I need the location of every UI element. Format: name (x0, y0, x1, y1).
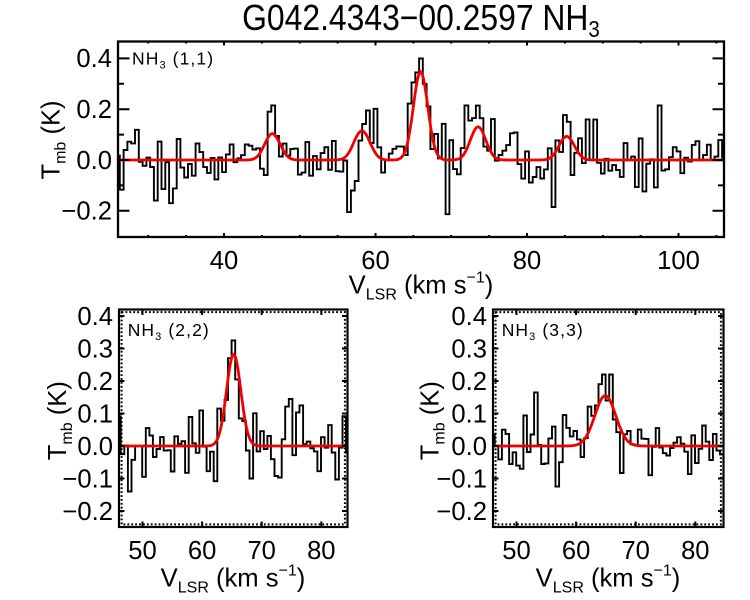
svg-text:0.3: 0.3 (77, 335, 113, 363)
svg-text:100: 100 (657, 247, 700, 275)
svg-text:0.4: 0.4 (77, 303, 113, 331)
svg-text:80: 80 (307, 537, 335, 565)
svg-text:60: 60 (562, 537, 590, 565)
svg-text:50: 50 (128, 537, 156, 565)
svg-text:0.4: 0.4 (76, 45, 112, 73)
svg-text:0.4: 0.4 (451, 303, 487, 331)
svg-text:−0.2: −0.2 (61, 198, 112, 226)
svg-text:−0.1: −0.1 (62, 465, 113, 493)
svg-text:VLSR (km s−1): VLSR (km s−1) (536, 563, 681, 597)
svg-text:Tmb (K): Tmb (K) (44, 381, 76, 460)
svg-text:−0.2: −0.2 (62, 498, 113, 526)
svg-text:0.1: 0.1 (77, 400, 113, 428)
svg-text:Tmb (K): Tmb (K) (37, 100, 69, 179)
svg-text:70: 70 (247, 537, 275, 565)
svg-text:40: 40 (210, 247, 238, 275)
svg-text:0.0: 0.0 (451, 433, 487, 461)
svg-text:G042.4343−00.2597 NH3: G042.4343−00.2597 NH3 (242, 0, 600, 42)
svg-text:Tmb (K): Tmb (K) (417, 381, 449, 460)
svg-text:80: 80 (513, 247, 541, 275)
svg-text:50: 50 (502, 537, 530, 565)
svg-text:0.2: 0.2 (76, 96, 112, 124)
svg-text:−0.2: −0.2 (436, 498, 487, 526)
svg-text:0.0: 0.0 (77, 433, 113, 461)
svg-text:0.1: 0.1 (451, 400, 487, 428)
svg-text:0.2: 0.2 (77, 368, 113, 396)
svg-text:−0.1: −0.1 (436, 465, 487, 493)
svg-text:60: 60 (361, 247, 389, 275)
svg-text:60: 60 (188, 537, 216, 565)
svg-text:70: 70 (621, 537, 649, 565)
svg-text:0.3: 0.3 (451, 335, 487, 363)
svg-text:0.2: 0.2 (451, 368, 487, 396)
svg-text:VLSR (km s−1): VLSR (km s−1) (161, 563, 306, 597)
svg-text:NH3 (2,2): NH3 (2,2) (128, 320, 210, 343)
svg-text:NH3 (1,1): NH3 (1,1) (132, 49, 214, 72)
svg-text:0.0: 0.0 (76, 147, 112, 175)
svg-text:80: 80 (681, 537, 709, 565)
svg-text:NH3 (3,3): NH3 (3,3) (502, 320, 584, 343)
